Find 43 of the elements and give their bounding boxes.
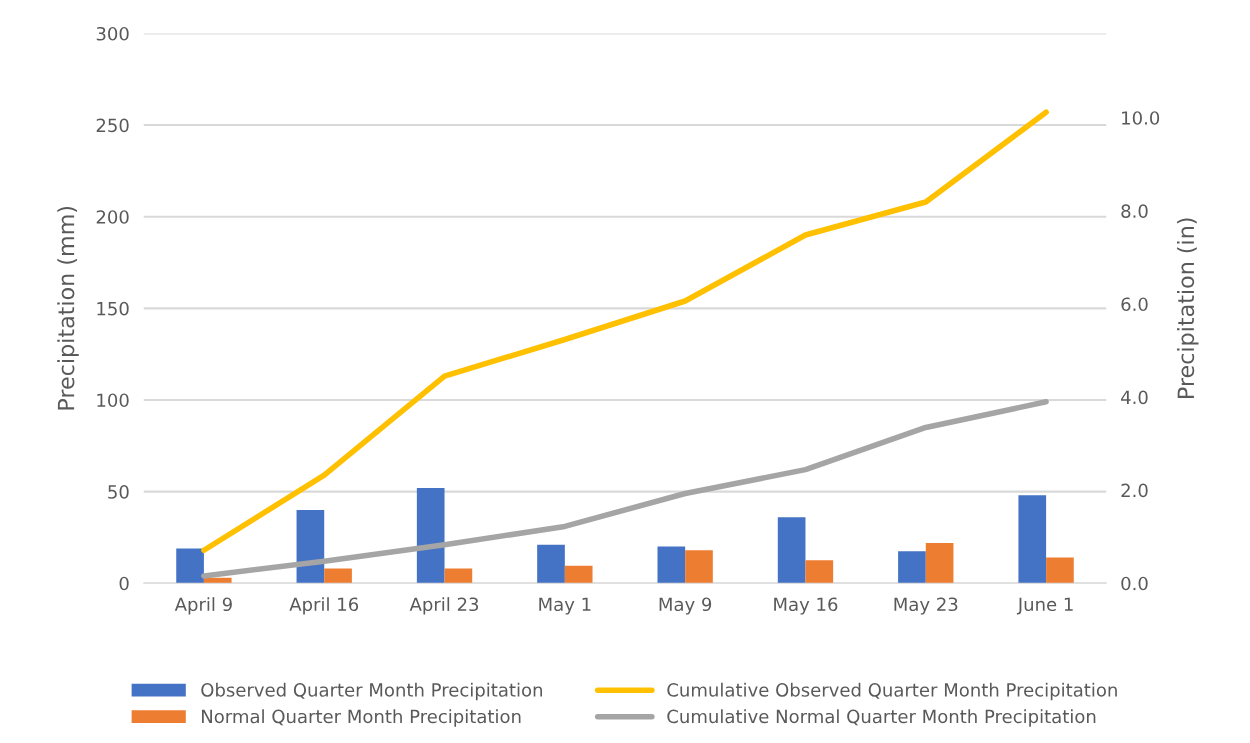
x-tick-label: June 1 <box>1016 597 1073 615</box>
legend-label: Normal Quarter Month Precipitation <box>202 709 521 727</box>
y2-tick-label: 8.0 <box>1121 204 1148 218</box>
y2-tick-label: 0.0 <box>1121 576 1148 591</box>
y-axis-title: Precipitation (mm) <box>57 206 79 410</box>
y-tick-label: 200 <box>96 210 129 224</box>
y2-tick-label: 2.0 <box>1121 483 1148 498</box>
y-tick-label: 250 <box>96 118 129 133</box>
bar <box>416 487 445 584</box>
bar <box>564 565 593 584</box>
x-tick-label: May 1 <box>539 597 591 615</box>
bar <box>1046 557 1074 584</box>
bar <box>925 542 954 584</box>
bar <box>657 546 686 584</box>
y2-axis-title: Precipitation (in) <box>1177 218 1199 398</box>
bar <box>296 509 325 584</box>
x-tick-label: April 9 <box>174 597 232 615</box>
y-tick-label: 100 <box>97 393 129 408</box>
bar <box>444 568 473 584</box>
bar <box>537 544 565 584</box>
x-tick-label: May 23 <box>894 597 958 615</box>
bar <box>176 548 204 584</box>
y-tick-label: 0 <box>119 576 129 591</box>
legend-label: Cumulative Observed Quarter Month Precipitation <box>667 682 1117 701</box>
bar <box>1018 495 1047 584</box>
bar <box>685 550 713 584</box>
bar <box>203 577 232 584</box>
y2-tick-label: 6.0 <box>1121 297 1148 312</box>
y-tick-label: 50 <box>108 485 129 499</box>
legend-label: Cumulative Normal Quarter Month Precipitation <box>667 709 1096 727</box>
bar <box>805 560 834 584</box>
x-tick-label: April 16 <box>289 597 359 615</box>
bar <box>898 551 926 584</box>
x-tick-label: May 16 <box>774 597 838 615</box>
bar <box>324 568 352 584</box>
bar <box>777 517 806 584</box>
y2-tick-label: 10.0 <box>1122 111 1160 125</box>
x-tick-label: May 9 <box>659 597 712 615</box>
x-tick-label: April 23 <box>409 597 479 615</box>
y2-tick-label: 4.0 <box>1121 390 1148 405</box>
y-tick-label: 150 <box>97 301 129 316</box>
legend-label: Observed Quarter Month Precipitation <box>201 682 542 701</box>
y-tick-label: 300 <box>96 26 129 41</box>
